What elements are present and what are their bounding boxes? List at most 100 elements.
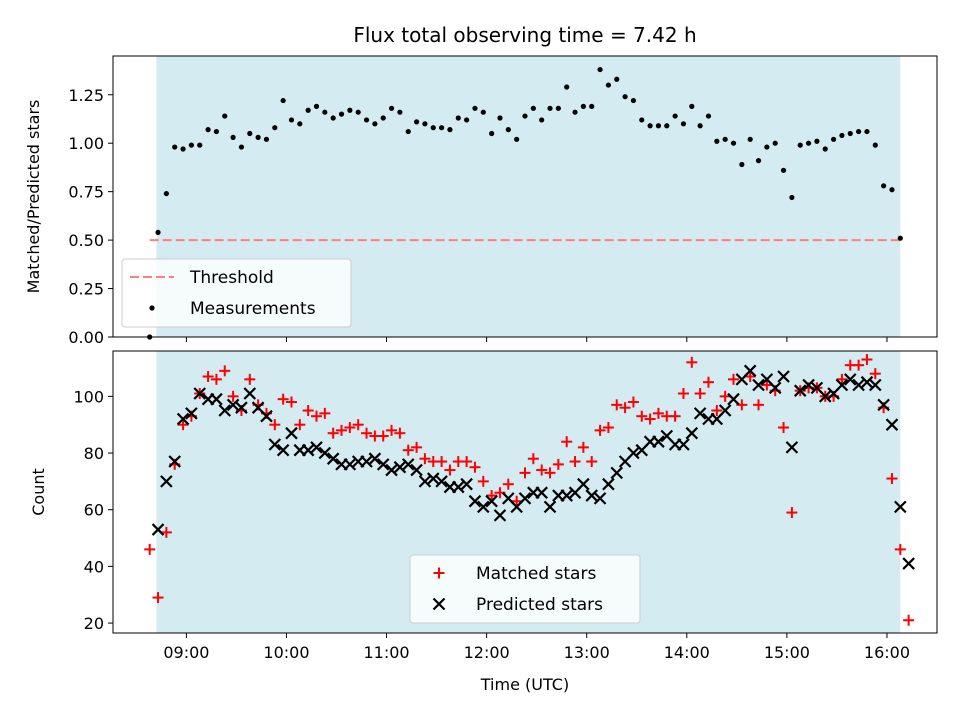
matched-point-29: [386, 424, 398, 436]
predicted-point-52: [585, 489, 598, 502]
matched-point-65: [686, 356, 698, 368]
measurement-point-55: [605, 82, 612, 88]
bottom-y-axis-label: Count: [29, 468, 48, 516]
top-ytick-label-3: 0.75: [68, 183, 104, 202]
matched-point-7: [202, 371, 214, 383]
measurement-point-76: [780, 167, 787, 173]
measurement-point-42: [497, 115, 503, 121]
matched-point-58: [627, 396, 639, 408]
predicted-point-75: [777, 370, 790, 383]
bottom-xtick-label-1: 10:00: [263, 643, 309, 662]
predicted-point-36: [452, 480, 465, 494]
top-ytick-label-4: 1.00: [68, 134, 104, 153]
predicted-point-0: [151, 523, 165, 536]
measurement-point-39: [472, 105, 478, 111]
predicted-point-69: [727, 392, 740, 406]
measurement-point-43: [505, 127, 511, 133]
matched-point-69: [719, 390, 731, 402]
matched-point-0: [144, 543, 156, 555]
measurement-point-70: [730, 140, 737, 146]
measurement-point-19: [305, 107, 311, 113]
measurement-point-30: [397, 109, 403, 115]
matched-point-89: [886, 473, 898, 485]
measurement-point-12: [247, 130, 253, 137]
predicted-point-14: [268, 438, 282, 451]
measurement-point-33: [422, 121, 428, 127]
measurement-point-72: [747, 136, 753, 142]
measurement-point-45: [522, 113, 528, 119]
legend-matched-swatch: [433, 567, 445, 579]
matched-point-26: [361, 427, 373, 439]
matched-point-86: [861, 354, 873, 366]
predicted-point-26: [368, 452, 382, 465]
measurement-point-11: [238, 144, 245, 150]
predicted-point-74: [768, 381, 782, 395]
matched-point-30: [394, 427, 406, 439]
measurement-point-61: [655, 123, 662, 129]
matched-point-9: [219, 365, 231, 377]
bottom-ytick-label-1: 40: [84, 557, 104, 576]
predicted-point-53: [593, 492, 607, 505]
measurement-point-7: [205, 127, 211, 133]
matched-point-53: [586, 456, 598, 468]
predicted-point-31: [410, 463, 423, 477]
top-legend-box: [121, 258, 352, 328]
measurement-point-82: [830, 136, 837, 142]
predicted-point-16: [285, 426, 298, 440]
measurement-point-78: [797, 142, 803, 148]
matched-point-56: [611, 399, 623, 411]
measurement-point-46: [530, 105, 536, 111]
measurement-point-38: [464, 117, 470, 123]
measurement-point-40: [480, 109, 486, 115]
matched-point-59: [636, 410, 648, 422]
matched-point-43: [502, 478, 514, 490]
legend-matched-label: Matched stars: [476, 564, 596, 584]
matched-point-21: [319, 407, 331, 419]
measurement-point-77: [789, 194, 795, 201]
predicted-point-3: [176, 412, 190, 426]
matched-point-1: [152, 592, 164, 604]
predicted-point-23: [343, 458, 357, 471]
measurement-point-74: [764, 144, 770, 150]
predicted-stars-series: [151, 364, 915, 570]
bottom-x-axis: 09:00 10:00 11:00 12:00 13:00 14:00 15:00 16:00: [163, 633, 910, 662]
measurement-point-85: [856, 128, 862, 135]
measurement-point-60: [647, 123, 653, 129]
predicted-point-82: [835, 378, 849, 392]
measurement-point-53: [589, 103, 595, 109]
predicted-point-65: [693, 407, 707, 420]
bottom-xtick-label-7: 16:00: [864, 643, 910, 662]
measurement-point-21: [322, 109, 328, 115]
measurement-point-23: [338, 111, 345, 117]
predicted-point-76: [785, 441, 799, 454]
predicted-point-11: [243, 387, 257, 400]
measurement-point-31: [405, 128, 411, 135]
matched-point-76: [778, 422, 790, 434]
predicted-point-51: [577, 477, 590, 491]
measurement-point-83: [839, 132, 845, 139]
predicted-point-87: [877, 398, 890, 412]
top-ytick-label-1: 0.25: [68, 280, 104, 299]
measurement-point-69: [722, 136, 728, 142]
matched-point-18: [294, 419, 306, 431]
measurement-point-80: [814, 138, 820, 144]
matched-point-87: [869, 368, 881, 380]
measurement-point-89: [889, 187, 895, 193]
matched-point-40: [477, 475, 489, 487]
measurement-point-15: [272, 125, 278, 131]
bottom-xtick-label-4: 13:00: [564, 643, 610, 662]
predicted-point-90: [902, 557, 915, 570]
measurement-point-24: [347, 107, 353, 113]
matched-point-33: [419, 453, 431, 465]
top-legend: Threshold Measurements: [121, 258, 352, 328]
predicted-point-2: [168, 455, 181, 468]
measurement-point-51: [572, 109, 578, 115]
matched-point-39: [469, 461, 481, 473]
measurement-point-90: [897, 235, 903, 241]
measurement-point-56: [614, 76, 620, 82]
matched-point-91: [903, 614, 915, 626]
matched-point-63: [669, 410, 681, 422]
matched-point-57: [619, 402, 631, 414]
measurement-point-88: [881, 183, 887, 189]
